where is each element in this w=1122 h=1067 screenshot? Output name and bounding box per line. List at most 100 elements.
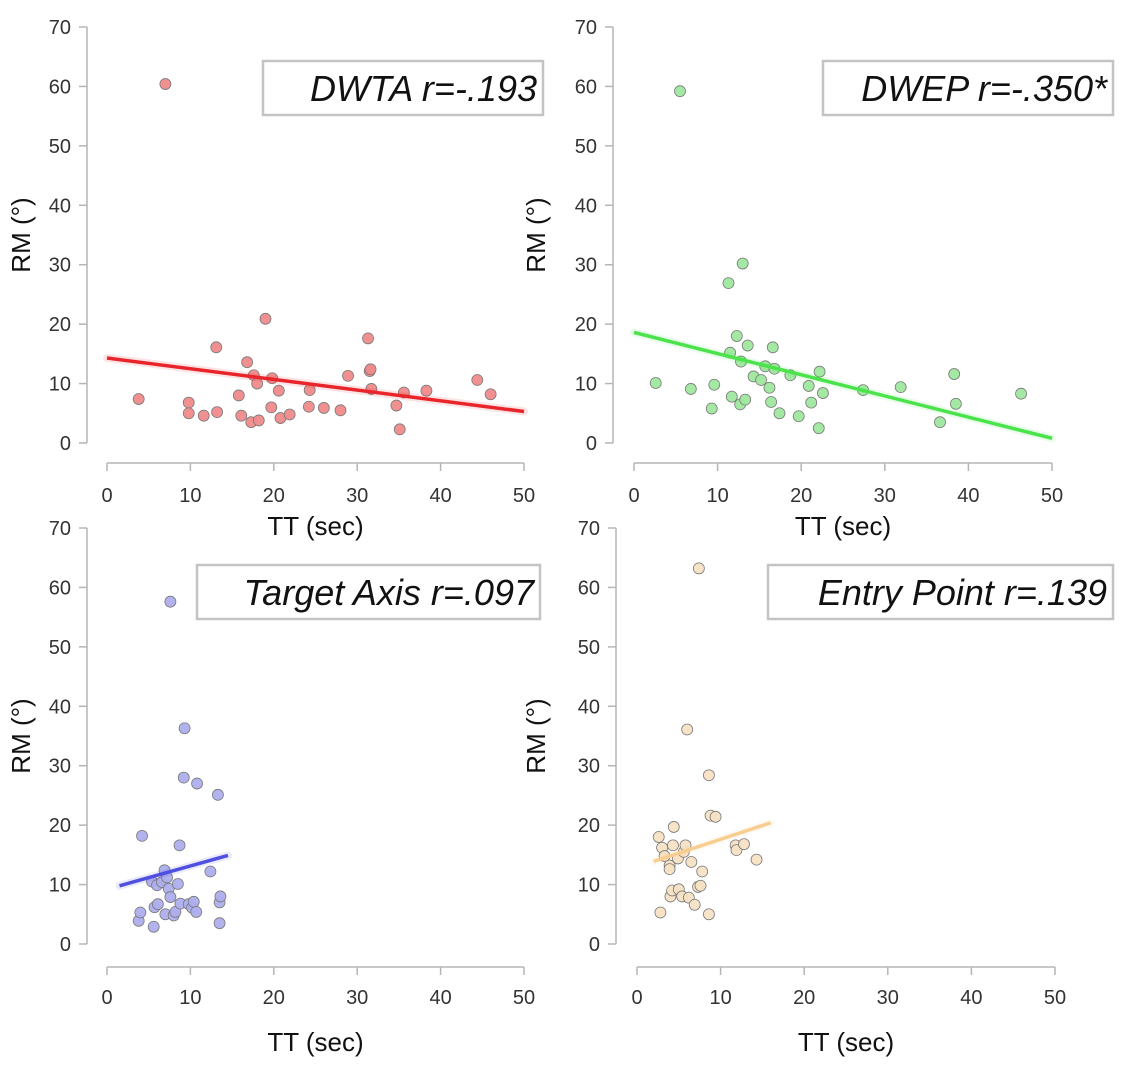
y-tick-label: 70 [49,17,71,39]
y-axis-title: RM (°) [6,698,36,773]
scatter-point [136,829,148,842]
scatter-point [667,839,679,852]
y-tick-label: 30 [49,756,71,778]
scatter-point [766,341,779,354]
x-axis-title: TT (sec) [798,1027,894,1057]
scatter-point [805,396,818,409]
x-tick-label: 20 [263,485,285,507]
scatter-point [252,414,265,427]
x-tick-label: 50 [513,987,535,1009]
scatter-point [765,396,778,408]
scatter-panel-2: 0 10 20 30 40 50 60 70 0 10 20 30 40 50 TT (sec) RM (°)… [521,17,1115,541]
scatter-point [802,380,815,392]
scatter-point [696,865,709,878]
y-tick-label: 10 [575,374,597,396]
x-tick-label: 20 [263,987,285,1009]
scatter-point [730,330,743,342]
y-tick-label: 40 [578,696,600,718]
x-tick-label: 30 [346,485,368,507]
scatter-panel-4: 0 10 20 30 40 50 60 70 0 10 20 30 40 50 TT (sec) RM (°)… [521,518,1115,1057]
scatter-point [649,377,662,389]
scatter-point [739,393,752,406]
scatter-point [342,369,354,382]
scatter-point [792,410,805,423]
scatter-point [134,906,147,919]
y-tick-label: 30 [49,255,71,277]
scatter-point [663,863,676,876]
x-tick-label: 40 [960,987,982,1009]
scatter-point [171,878,184,890]
x-tick-label: 50 [1041,485,1063,507]
x-tick-label: 0 [628,485,639,507]
scatter-point [692,562,705,575]
x-tick-label: 30 [874,485,896,507]
annotation-label: DWTA r=-.193 [310,68,537,109]
scatter-point [182,396,195,409]
scatter-point [302,400,315,413]
annotation-label: Target Axis r=.097 [244,572,536,613]
y-tick-label: 30 [575,255,597,277]
scatter-point [232,389,245,402]
y-tick-label: 10 [578,875,600,897]
scatter-point [334,404,347,417]
scatter-point [214,890,227,903]
scatter-point [750,853,763,866]
y-tick-label: 70 [575,17,597,39]
scatter-point [151,898,164,911]
y-axis-title: RM (°) [6,197,36,272]
scatter-point [241,356,254,369]
x-axis-title: TT (sec) [267,1027,363,1057]
scatter-point [817,387,829,399]
scatter-point [211,406,223,418]
annotation-box [821,59,1115,117]
y-tick-label: 50 [575,136,597,158]
y-tick-label: 0 [60,934,71,956]
scatter-point [725,390,738,403]
y-tick-label: 10 [49,374,71,396]
y-tick-label: 50 [578,637,600,659]
trend-line [653,821,772,864]
scatter-point [741,339,754,352]
scatter-point [283,408,296,421]
y-tick-label: 60 [49,76,71,98]
scatter-point [390,399,403,412]
x-tick-label: 50 [1044,987,1066,1009]
scatter-point [681,723,694,736]
x-tick-label: 20 [790,485,812,507]
trend-line [633,330,1053,440]
scatter-point [694,879,707,892]
scatter-point [182,407,195,420]
scatter-point [773,407,786,420]
scatter-point [738,838,750,851]
scatter-point [259,312,272,325]
scatter-point [934,416,946,429]
x-tick-label: 40 [957,485,979,507]
annotation-box [195,563,542,621]
scatter-point [265,401,278,414]
scatter-point [688,898,701,911]
scatter-point [949,397,962,410]
scatter-point [364,363,377,376]
x-tick-label: 10 [709,987,731,1009]
scatter-point [272,384,285,397]
scatter-point [187,895,200,908]
scatter-point [709,810,722,823]
y-axis-title: RM (°) [521,197,551,272]
x-axis-title: TT (sec) [267,511,363,541]
scatter-point [708,378,721,391]
scatter-point [702,769,715,782]
scatter-point [812,422,825,435]
scatter-point [894,381,907,394]
scatter-point [755,374,767,386]
scatter-point [173,839,186,852]
scatter-panel-1: 0 10 20 30 40 50 60 70 0 10 20 30 40 50 TT (sec) RM (°)… [6,17,545,541]
scatter-point [948,368,961,380]
y-tick-label: 0 [589,934,600,956]
scatter-point [191,777,203,790]
scatter-point [674,85,686,98]
y-tick-label: 40 [49,696,71,718]
scatter-point [317,402,330,414]
scatter-point [685,856,698,868]
annotation-label: Entry Point r=.139 [818,572,1107,613]
